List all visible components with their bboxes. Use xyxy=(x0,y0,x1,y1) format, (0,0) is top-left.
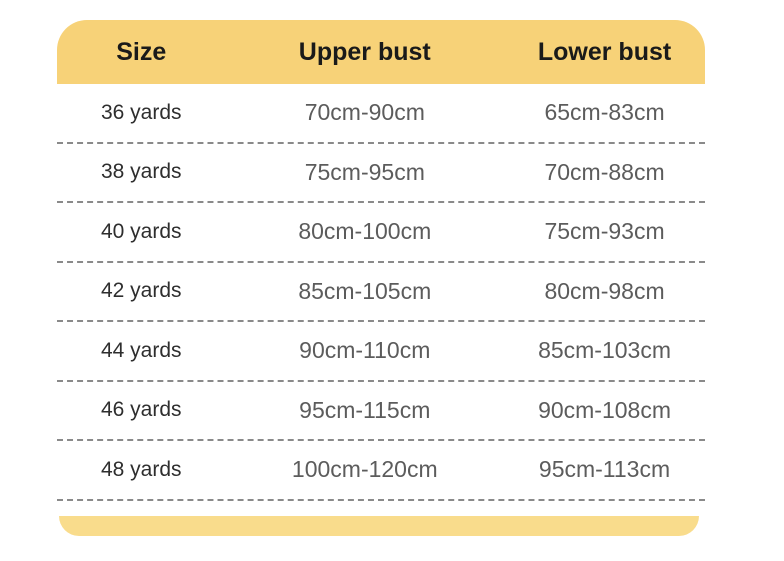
table-row: 42 yards 85cm-105cm 80cm-98cm xyxy=(57,263,705,322)
size-chart-header: Size Upper bust Lower bust xyxy=(57,20,705,84)
column-header-lower-bust: Lower bust xyxy=(537,37,672,66)
size-cell: 46 yards xyxy=(100,398,182,422)
lower-bust-cell: 95cm-113cm xyxy=(538,456,671,483)
lower-bust-cell: 80cm-98cm xyxy=(544,277,665,304)
column-header-size: Size xyxy=(116,37,167,66)
size-cell: 36 yards xyxy=(100,100,182,124)
lower-bust-cell: 75cm-93cm xyxy=(544,218,665,245)
size-cell: 42 yards xyxy=(100,279,182,303)
table-row: 48 yards 100cm-120cm 95cm-113cm xyxy=(57,441,705,501)
upper-bust-cell: 100cm-120cm xyxy=(291,456,438,483)
table-row: 38 yards 75cm-95cm 70cm-88cm xyxy=(57,144,705,203)
size-cell: 38 yards xyxy=(100,160,182,184)
lower-bust-cell: 65cm-83cm xyxy=(544,99,665,126)
upper-bust-cell: 90cm-110cm xyxy=(299,337,431,364)
lower-bust-cell: 70cm-88cm xyxy=(544,158,665,185)
size-cell: 40 yards xyxy=(100,219,182,243)
lower-bust-cell: 90cm-108cm xyxy=(538,396,671,423)
footer-accent-bar xyxy=(59,515,699,536)
upper-bust-cell: 70cm-90cm xyxy=(304,99,425,126)
upper-bust-cell: 85cm-105cm xyxy=(298,277,432,304)
size-cell: 48 yards xyxy=(100,457,182,481)
upper-bust-cell: 80cm-100cm xyxy=(298,218,432,245)
column-header-upper-bust: Upper bust xyxy=(298,37,431,66)
upper-bust-cell: 95cm-115cm xyxy=(299,396,431,423)
lower-bust-cell: 85cm-103cm xyxy=(538,337,671,364)
table-row: 36 yards 70cm-90cm 65cm-83cm xyxy=(57,84,705,144)
table-row: 40 yards 80cm-100cm 75cm-93cm xyxy=(57,203,705,263)
upper-bust-cell: 75cm-95cm xyxy=(304,158,425,185)
size-cell: 44 yards xyxy=(100,338,182,362)
size-chart: Size Upper bust Lower bust 36 yards 70cm… xyxy=(57,20,705,536)
table-row: 46 yards 95cm-115cm 90cm-108cm xyxy=(57,382,705,441)
table-row: 44 yards 90cm-110cm 85cm-103cm xyxy=(57,322,705,382)
